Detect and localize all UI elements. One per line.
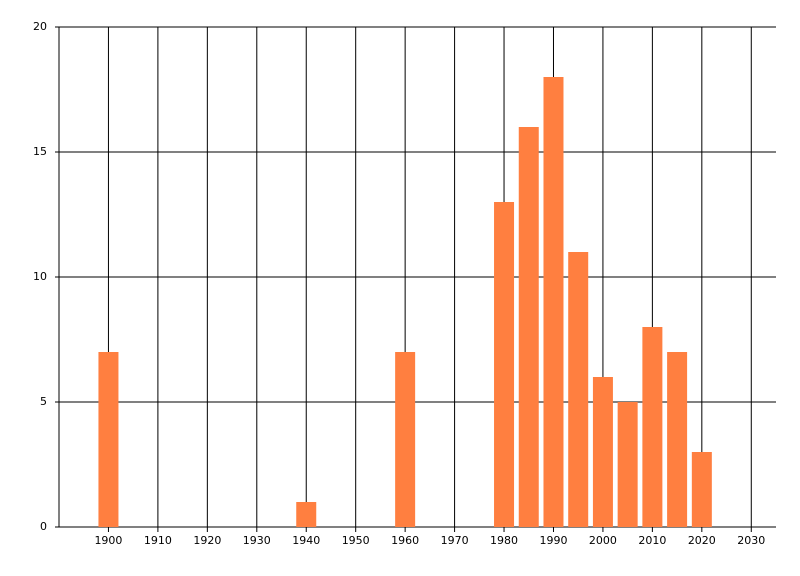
x-tick-label: 1990 [539,534,567,547]
x-tick-label: 1950 [342,534,370,547]
y-tick-label: 20 [33,20,47,33]
bar [592,377,613,527]
x-tick-label: 1920 [193,534,221,547]
bar [494,202,515,527]
bar [642,327,663,527]
bar [568,252,589,527]
x-tick-label: 2010 [638,534,666,547]
bar [617,402,638,527]
x-tick-label: 2030 [737,534,765,547]
y-tick-label: 15 [33,145,47,158]
bar [98,352,119,527]
y-tick-label: 0 [40,520,47,533]
x-tick-label: 1940 [292,534,320,547]
bar [395,352,416,527]
x-tick-label: 1980 [490,534,518,547]
bar [691,452,712,527]
x-tick-label: 1960 [391,534,419,547]
x-tick-label: 2000 [589,534,617,547]
bar [518,127,539,527]
x-tick-label: 1900 [94,534,122,547]
x-tick-label: 1910 [144,534,172,547]
x-tick-label: 1970 [441,534,469,547]
y-tick-label: 10 [33,270,47,283]
bar [667,352,688,527]
y-tick-label: 5 [40,395,47,408]
bar [543,77,564,527]
bar [296,502,317,527]
x-tick-label: 1930 [243,534,271,547]
x-tick-label: 2020 [688,534,716,547]
